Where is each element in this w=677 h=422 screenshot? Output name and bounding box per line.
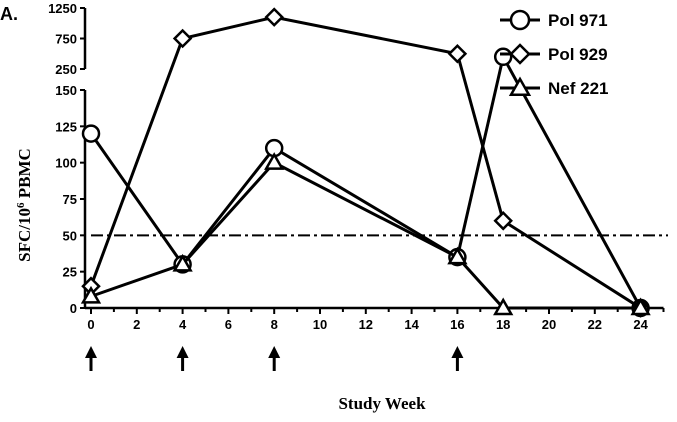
legend-label: Nef 221	[548, 79, 608, 98]
y-tick-label: 125	[55, 119, 77, 134]
x-tick-label: 12	[359, 317, 373, 332]
x-tick-label: 10	[313, 317, 327, 332]
y-tick-label: 150	[55, 83, 77, 98]
x-tick-label: 2	[133, 317, 140, 332]
series-line-pol-929	[89, 15, 642, 310]
x-tick-label: 20	[542, 317, 556, 332]
arrow-head	[176, 346, 189, 358]
marker-diamond	[447, 43, 468, 64]
x-tick-label: 4	[179, 317, 187, 332]
y-tick-label: 50	[63, 228, 77, 243]
marker-diamond	[264, 7, 284, 27]
legend-label: Pol 971	[548, 11, 608, 30]
marker-circle	[81, 124, 101, 143]
x-tick-label: 0	[87, 317, 94, 332]
marker-circle	[509, 9, 531, 31]
x-tick-label: 24	[633, 317, 648, 332]
y-tick-label: 1250	[48, 1, 77, 16]
legend-label: Pol 929	[548, 45, 608, 64]
y-tick-label: 100	[55, 156, 77, 171]
arrow-head	[85, 346, 97, 358]
x-tick-label: 8	[271, 317, 278, 332]
panel-label: A.	[0, 4, 18, 24]
x-axis-title: Study Week	[338, 394, 426, 413]
y-axis-title: SFC/106 PBMC	[15, 148, 34, 262]
y-axis-title-unit: PBMC	[15, 148, 34, 202]
series-layer	[80, 7, 651, 318]
marker-triangle	[630, 297, 651, 316]
series-line-pol-971	[89, 52, 642, 309]
marker-circle	[493, 47, 513, 67]
x-tick-label: 6	[225, 317, 232, 332]
x-tick-label: 14	[404, 317, 419, 332]
x-tick-label: 22	[588, 317, 602, 332]
marker-triangle	[447, 246, 468, 265]
marker-triangle	[493, 297, 514, 316]
y-tick-label: 250	[55, 62, 77, 77]
y-tick-label: 75	[63, 192, 77, 207]
x-tick-label: 16	[450, 317, 464, 332]
y-axis-title-base: SFC/10	[15, 208, 34, 262]
arrow-head	[268, 346, 281, 358]
arrow-head	[451, 346, 464, 358]
y-tick-label: 750	[55, 32, 77, 47]
series-line-nef-221	[90, 160, 641, 310]
marker-diamond	[509, 43, 531, 65]
y-tick-label: 25	[63, 265, 77, 280]
legend: Pol 971 Pol 929 Nef 221	[500, 9, 608, 98]
marker-triangle	[508, 76, 532, 96]
y-tick-label: 0	[70, 301, 77, 316]
marker-triangle	[264, 152, 285, 170]
marker-diamond	[493, 211, 513, 231]
marker-triangle	[172, 253, 193, 272]
x-tick-label: 18	[496, 317, 510, 332]
y-axis-title-exponent: 6	[15, 202, 27, 208]
marker-triangle	[80, 285, 102, 304]
marker-diamond	[172, 28, 193, 49]
